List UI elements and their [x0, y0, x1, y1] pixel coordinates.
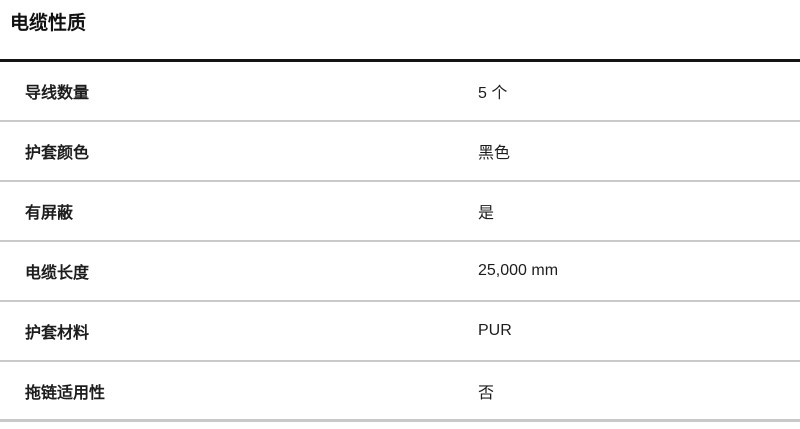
- table-row: 电缆长度 25,000 mm: [0, 242, 800, 302]
- property-value: 黑色: [478, 145, 511, 162]
- property-label: 拖链适用性: [25, 384, 106, 402]
- table-row: 护套颜色 黑色: [0, 122, 800, 182]
- property-value: 否: [478, 384, 495, 402]
- property-label: 有屏蔽: [25, 205, 74, 222]
- property-value: 是: [478, 205, 495, 222]
- property-label: 电缆长度: [25, 265, 90, 282]
- property-value: 25,000 mm: [478, 262, 559, 279]
- section-header: 电缆性质: [0, 0, 800, 62]
- property-value: PUR: [478, 322, 512, 339]
- property-value: 5 个: [478, 85, 508, 102]
- table-row: 有屏蔽 是: [0, 182, 800, 242]
- spec-table: 导线数量 5 个 护套颜色 黑色 有屏蔽 是 电缆长度 25,000 mm 护套…: [0, 62, 800, 422]
- table-row: 拖链适用性 否: [0, 362, 800, 422]
- table-row: 护套材料 PUR: [0, 302, 800, 362]
- table-row: 导线数量 5 个: [0, 62, 800, 122]
- property-label: 护套颜色: [25, 145, 90, 162]
- section-title: 电缆性质: [10, 13, 87, 34]
- property-label: 护套材料: [25, 325, 90, 342]
- property-label: 导线数量: [25, 85, 90, 102]
